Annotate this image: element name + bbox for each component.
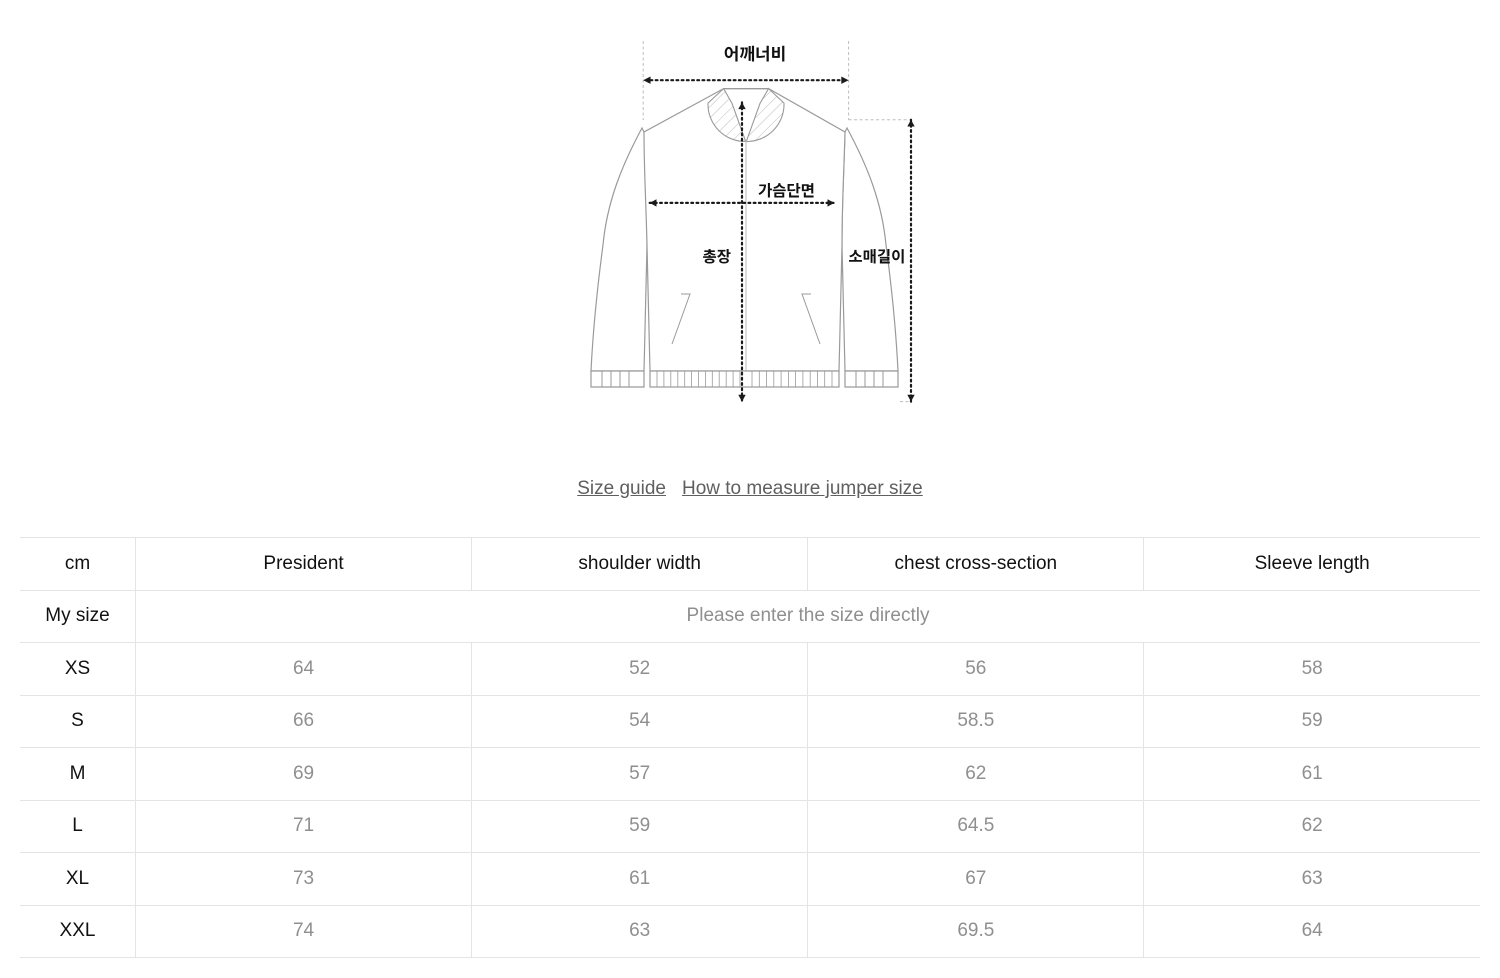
svg-text:가슴단면: 가슴단면 (758, 183, 815, 200)
svg-text:총장: 총장 (702, 249, 731, 266)
svg-text:소매길이: 소매길이 (848, 249, 905, 266)
